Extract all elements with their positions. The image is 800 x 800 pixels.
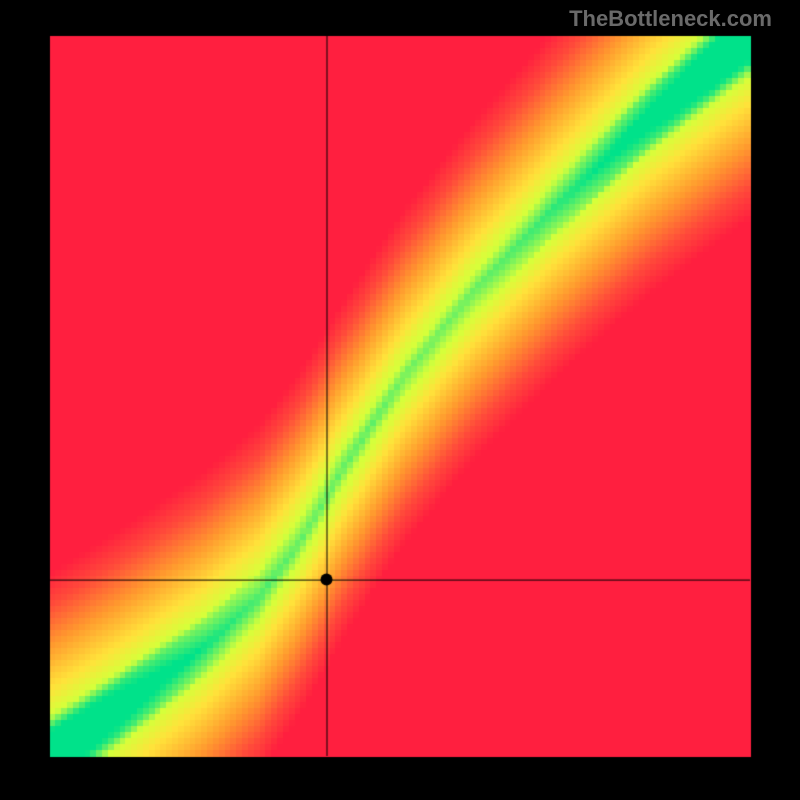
- chart-container: TheBottleneck.com: [0, 0, 800, 800]
- watermark-text: TheBottleneck.com: [569, 6, 772, 32]
- bottleneck-heatmap-canvas: [0, 0, 800, 800]
